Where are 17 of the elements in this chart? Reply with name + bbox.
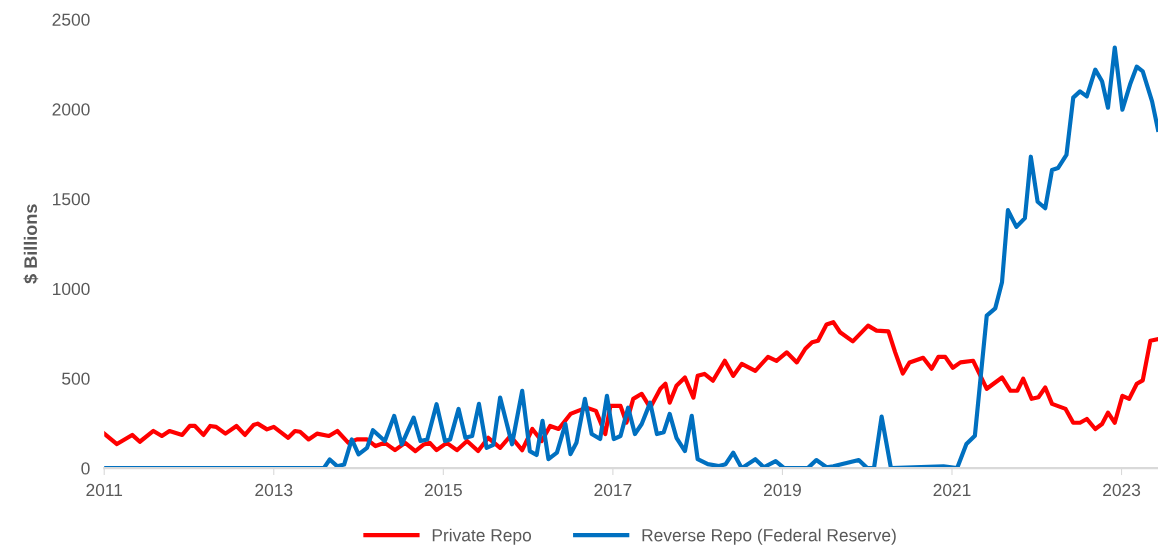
y-axis-title: $ Billions bbox=[23, 204, 39, 284]
x-tick-label: 2023 bbox=[1103, 483, 1141, 497]
line-series bbox=[104, 320, 1158, 454]
x-tick-label: 2015 bbox=[424, 483, 462, 497]
x-tick-label: 2011 bbox=[86, 483, 123, 497]
x-tick-label: 2021 bbox=[933, 483, 971, 497]
y-tick-label: 1000 bbox=[53, 282, 90, 296]
y-tick-label: 500 bbox=[62, 372, 90, 385]
y-tick-label: 1500 bbox=[53, 193, 90, 206]
x-tick-label: 2019 bbox=[764, 483, 801, 497]
y-tick-label: 0 bbox=[81, 462, 90, 475]
y-tick-label: 2000 bbox=[52, 103, 90, 116]
y-tick-label: 2500 bbox=[52, 13, 90, 26]
legend-label: Private Repo bbox=[432, 528, 532, 545]
legend-label: Reverse Repo (Federal Reserve) bbox=[642, 528, 896, 545]
x-tick-label: 2017 bbox=[594, 483, 632, 497]
x-tick-label: 2013 bbox=[255, 483, 293, 497]
